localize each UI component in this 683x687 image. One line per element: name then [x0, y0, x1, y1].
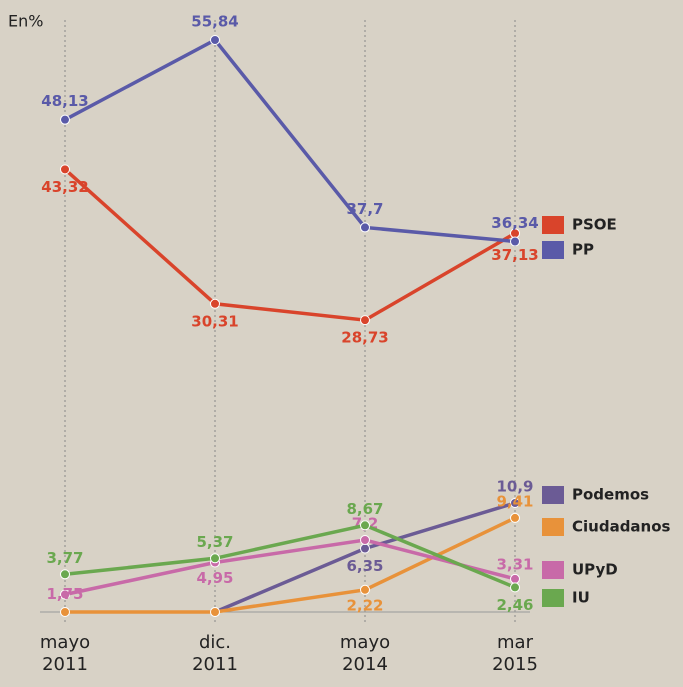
legend-swatch — [542, 241, 564, 259]
unit-label: En% — [8, 12, 43, 31]
point — [360, 222, 370, 233]
x-tick-label: mayo 2011 — [39, 632, 91, 675]
point — [360, 520, 370, 531]
legend-swatch — [542, 518, 564, 536]
point — [360, 535, 370, 545]
point — [60, 114, 70, 125]
point — [210, 553, 220, 564]
data-label: 28,73 — [341, 329, 388, 347]
data-label: 2,46 — [496, 596, 533, 614]
point — [210, 607, 220, 617]
point — [60, 589, 70, 600]
data-label: 6,35 — [346, 557, 383, 575]
legend-label: IU — [572, 589, 590, 607]
point — [60, 164, 70, 175]
data-label: 8,67 — [346, 500, 383, 518]
point — [510, 582, 520, 593]
legend-swatch — [542, 486, 564, 504]
legend-label: Podemos — [572, 486, 649, 504]
legend-swatch — [542, 216, 564, 234]
point — [510, 498, 520, 508]
point — [510, 512, 520, 523]
legend-label: PSOE — [572, 216, 617, 234]
point — [210, 298, 220, 309]
data-label: 4,95 — [196, 569, 233, 587]
data-label: 30,31 — [191, 312, 238, 330]
point — [60, 569, 70, 580]
point — [510, 573, 520, 584]
data-label: 43,32 — [41, 178, 88, 196]
data-label: 48,13 — [41, 92, 88, 110]
point — [60, 607, 70, 617]
legend-swatch — [542, 561, 564, 579]
legend-swatch — [542, 589, 564, 607]
data-label: 10,9 — [496, 478, 533, 496]
point — [510, 236, 520, 247]
legend-label: Ciudadanos — [572, 518, 671, 536]
data-label: 9,41 — [496, 492, 533, 510]
data-label: 37,13 — [491, 246, 538, 264]
point — [360, 315, 370, 326]
point — [360, 543, 370, 554]
series-line — [64, 523, 516, 590]
point — [360, 584, 370, 595]
legend-label: UPyD — [572, 561, 618, 579]
point — [210, 34, 220, 45]
x-tick-label: dic. 2011 — [192, 632, 238, 675]
x-tick-label: mar 2015 — [492, 632, 538, 675]
series-line — [65, 516, 516, 614]
data-label: 36,34 — [491, 214, 538, 232]
data-label: 3,77 — [46, 549, 83, 567]
series-line — [63, 168, 516, 322]
data-label: 37,7 — [346, 200, 383, 218]
data-label: 3,31 — [496, 555, 533, 573]
data-label: 1,75 — [46, 585, 83, 603]
series-line — [64, 37, 516, 244]
legend-label: PP — [572, 241, 594, 259]
data-label: 55,84 — [191, 12, 238, 30]
x-tick-label: mayo 2014 — [339, 632, 391, 675]
data-label: 2,22 — [346, 596, 383, 614]
data-label: 5,37 — [196, 533, 233, 551]
series-line — [64, 538, 516, 597]
